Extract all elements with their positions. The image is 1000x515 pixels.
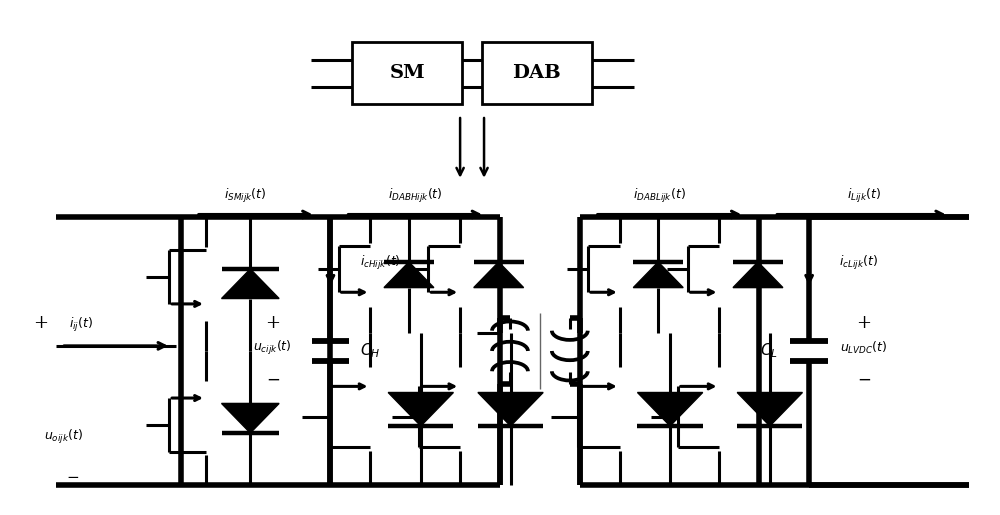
- Text: $i_{SMijk}(t)$: $i_{SMijk}(t)$: [224, 187, 267, 205]
- Text: $u_{LVDC}(t)$: $u_{LVDC}(t)$: [840, 340, 888, 356]
- Text: DAB: DAB: [513, 64, 561, 82]
- Text: +: +: [265, 314, 280, 332]
- Text: $u_{cijk}(t)$: $u_{cijk}(t)$: [253, 339, 292, 357]
- Polygon shape: [478, 392, 543, 426]
- Polygon shape: [222, 269, 279, 299]
- Text: $i_{DABHijk}(t)$: $i_{DABHijk}(t)$: [388, 187, 443, 205]
- Text: $C_H$: $C_H$: [360, 341, 381, 360]
- Text: $u_{oijk}(t)$: $u_{oijk}(t)$: [44, 428, 83, 446]
- Text: $-$: $-$: [66, 469, 79, 483]
- Text: $C_L$: $C_L$: [760, 341, 778, 360]
- Polygon shape: [633, 262, 683, 287]
- Polygon shape: [384, 262, 434, 287]
- Polygon shape: [388, 392, 453, 426]
- Text: +: +: [33, 314, 48, 332]
- Text: $i_{ij}(t)$: $i_{ij}(t)$: [69, 316, 93, 334]
- Polygon shape: [737, 392, 802, 426]
- Bar: [482, 42, 592, 104]
- Text: $-$: $-$: [857, 371, 871, 388]
- Polygon shape: [733, 262, 783, 287]
- Text: $-$: $-$: [266, 371, 280, 388]
- Polygon shape: [637, 392, 703, 426]
- Polygon shape: [474, 262, 524, 287]
- Polygon shape: [222, 403, 279, 433]
- Text: $i_{Lijk}(t)$: $i_{Lijk}(t)$: [847, 187, 881, 205]
- Text: $i_{cLijk}(t)$: $i_{cLijk}(t)$: [839, 253, 878, 271]
- Text: $i_{cHijk}(t)$: $i_{cHijk}(t)$: [360, 253, 401, 271]
- Text: $i_{DABLijk}(t)$: $i_{DABLijk}(t)$: [633, 187, 686, 205]
- Bar: [352, 42, 462, 104]
- Text: SM: SM: [389, 64, 425, 82]
- Text: +: +: [856, 314, 871, 332]
